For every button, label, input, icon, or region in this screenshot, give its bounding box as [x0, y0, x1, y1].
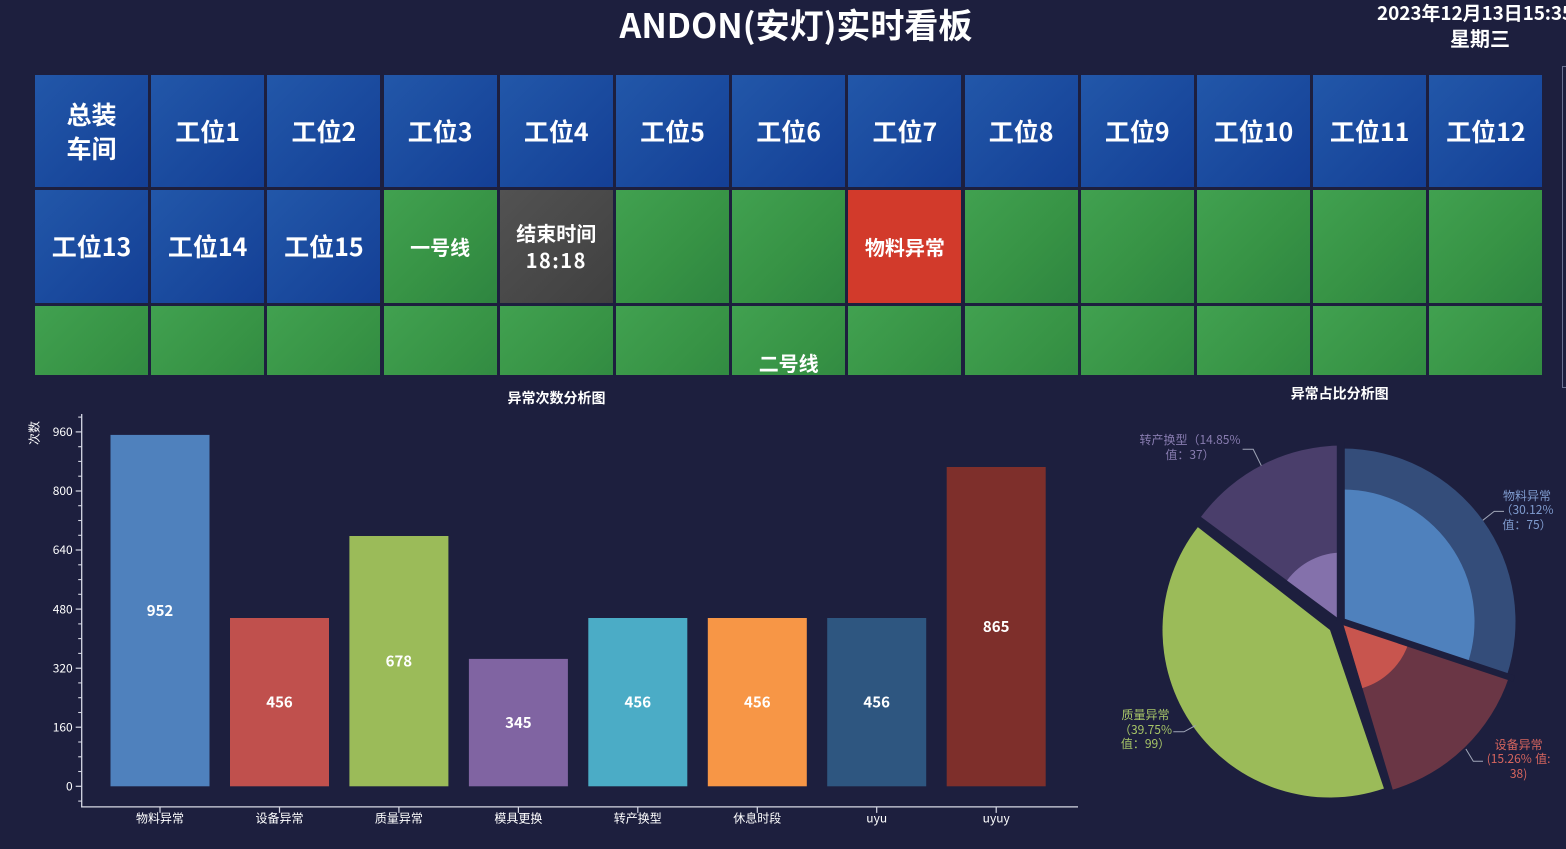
svg-text:160: 160	[53, 718, 73, 735]
svg-text:转产换型: 转产换型	[614, 810, 662, 827]
svg-text:952: 952	[147, 600, 174, 621]
svg-text:456: 456	[266, 692, 293, 713]
svg-text:质量异常: 质量异常	[375, 810, 423, 827]
svg-text:456: 456	[625, 692, 652, 713]
svg-text:678: 678	[386, 651, 413, 672]
svg-text:uyuy: uyuy	[983, 810, 1011, 827]
svg-text:0: 0	[66, 778, 73, 795]
svg-text:异常次数分析图: 异常次数分析图	[508, 388, 606, 408]
svg-text:异常占比分析图: 异常占比分析图	[1291, 383, 1389, 403]
svg-text:800: 800	[53, 482, 73, 499]
svg-text:960: 960	[53, 423, 73, 440]
svg-text:456: 456	[744, 692, 771, 713]
svg-text:次数: 次数	[26, 421, 43, 445]
svg-text:865: 865	[983, 616, 1010, 637]
svg-text:模具更换: 模具更换	[494, 810, 542, 827]
svg-text:休息时段: 休息时段	[733, 810, 781, 827]
svg-text:320: 320	[53, 659, 73, 676]
svg-text:480: 480	[53, 600, 73, 617]
svg-text:456: 456	[863, 692, 890, 713]
svg-text:物料异常: 物料异常	[136, 810, 184, 827]
svg-text:345: 345	[505, 712, 532, 733]
svg-text:uyu: uyu	[866, 810, 887, 827]
svg-text:设备异常: 设备异常	[255, 810, 303, 827]
svg-text:640: 640	[53, 541, 73, 558]
